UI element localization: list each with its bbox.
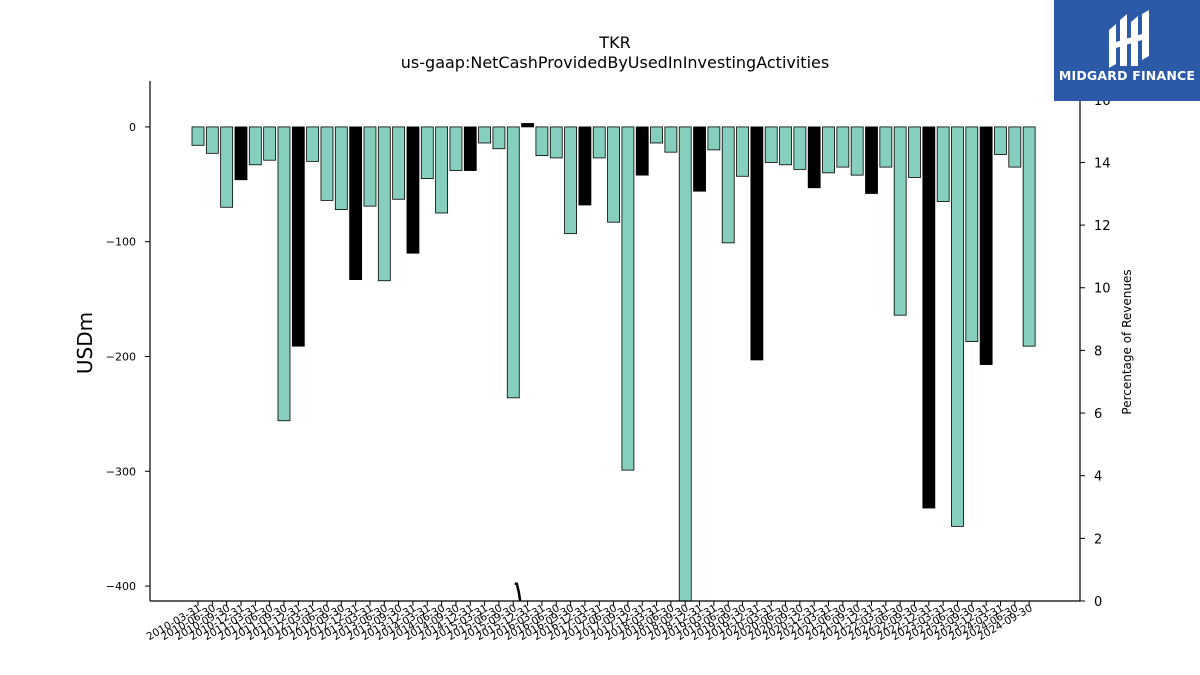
chart-subtitle: us-gaap:NetCashProvidedByUsedInInvesting…: [401, 53, 829, 72]
bar-2015-06-30: [492, 126, 506, 150]
bar-2015-03-31: [478, 126, 492, 144]
y-tick-label: −300: [106, 465, 136, 478]
bar-2022-03-31: [879, 126, 893, 168]
bar-2018-03-31: [650, 126, 663, 144]
bar-2011-12-31: [291, 126, 305, 347]
bar-2019-09-30: [736, 126, 749, 177]
bar-2014-12-31: [463, 126, 477, 171]
bar-2019-03-31: [707, 126, 721, 151]
plot-area: 0−100−200−300−40002468101214162010-03-31…: [106, 81, 1111, 643]
bar-2015-09-30: [506, 126, 520, 399]
bar-2021-06-30: [836, 126, 850, 168]
chart-title: TKR: [598, 33, 630, 52]
bar-2023-03-31: [936, 126, 950, 202]
y-tick-label: −200: [106, 350, 136, 363]
brand-logo: MIDGARD FINANCE: [1054, 0, 1200, 101]
bar-2024-09-30: [1022, 126, 1036, 347]
bar-2018-09-30: [678, 126, 692, 601]
bar-2021-03-31: [822, 126, 835, 174]
y2-tick-label: 0: [1094, 595, 1102, 610]
bar-2020-06-30: [779, 126, 792, 166]
bar-2010-12-31: [234, 126, 248, 181]
bar-2013-06-30: [377, 126, 391, 282]
bar-2023-06-30: [951, 126, 964, 527]
bar-2013-03-31: [363, 126, 377, 207]
bar-2023-12-31: [979, 126, 993, 365]
y2-tick-label: 2: [1094, 532, 1102, 547]
bar-2013-12-31: [406, 126, 420, 254]
bar-2021-12-31: [865, 126, 878, 194]
bar-2010-09-30: [220, 126, 234, 208]
pct-revenue-line: [514, 582, 522, 601]
bar-2020-12-31: [807, 126, 821, 189]
bar-2012-12-31: [349, 126, 363, 280]
bar-2022-06-30: [893, 126, 907, 316]
y-axis-label: USDm: [73, 312, 97, 374]
bar-2020-03-31: [764, 126, 778, 163]
bar-2017-12-31: [635, 126, 649, 176]
bar-2016-12-31: [578, 126, 592, 206]
y2-tick-label: 10: [1094, 282, 1111, 297]
bar-2018-12-31: [693, 126, 706, 192]
bar-2020-09-30: [793, 126, 807, 170]
bar-2012-09-30: [334, 126, 348, 210]
bar-2012-03-31: [306, 126, 320, 162]
bar-2024-03-31: [994, 126, 1007, 155]
bar-2017-09-30: [621, 126, 635, 471]
bar-2010-03-31: [191, 126, 205, 146]
y2-tick-label: 12: [1094, 219, 1111, 234]
bar-2015-12-31: [521, 123, 534, 128]
bar-2011-03-31: [248, 126, 262, 166]
bar-2019-12-31: [750, 126, 764, 361]
y-tick-label: 0: [129, 121, 136, 134]
bar-2011-06-30: [263, 126, 277, 161]
bar-2022-12-31: [922, 126, 936, 509]
bar-series: [191, 123, 1036, 601]
bar-2012-06-30: [320, 126, 334, 201]
bar-2022-09-30: [908, 126, 921, 178]
bar-2017-03-31: [592, 126, 606, 159]
bar-2017-06-30: [607, 126, 620, 223]
bar-2014-03-31: [420, 126, 434, 179]
bar-2013-09-30: [392, 126, 406, 200]
bar-2024-06-30: [1008, 126, 1022, 168]
y2-tick-label: 8: [1094, 344, 1102, 359]
bar-2010-06-30: [205, 126, 219, 154]
bar-2016-09-30: [564, 126, 577, 235]
bar-2011-09-30: [277, 126, 291, 422]
y-tick-label: −400: [106, 580, 136, 593]
mg-monogram-icon: [1109, 10, 1149, 68]
bar-2019-06-30: [721, 126, 735, 244]
bar-2021-09-30: [850, 126, 864, 176]
y-tick-label: −100: [106, 236, 136, 249]
brand-name: MIDGARD FINANCE: [1058, 68, 1196, 83]
bar-2014-06-30: [435, 126, 449, 214]
y2-tick-label: 14: [1094, 156, 1111, 171]
bar-2016-03-31: [535, 126, 549, 157]
bar-2014-09-30: [449, 126, 463, 171]
bar-2018-06-30: [664, 126, 678, 153]
bar-2023-09-30: [965, 126, 979, 342]
y2-tick-label: 6: [1094, 407, 1102, 422]
bar-2016-06-30: [549, 126, 563, 159]
y2-tick-label: 4: [1094, 470, 1102, 485]
y2-axis-label: Percentage of Revenues: [1120, 269, 1134, 414]
